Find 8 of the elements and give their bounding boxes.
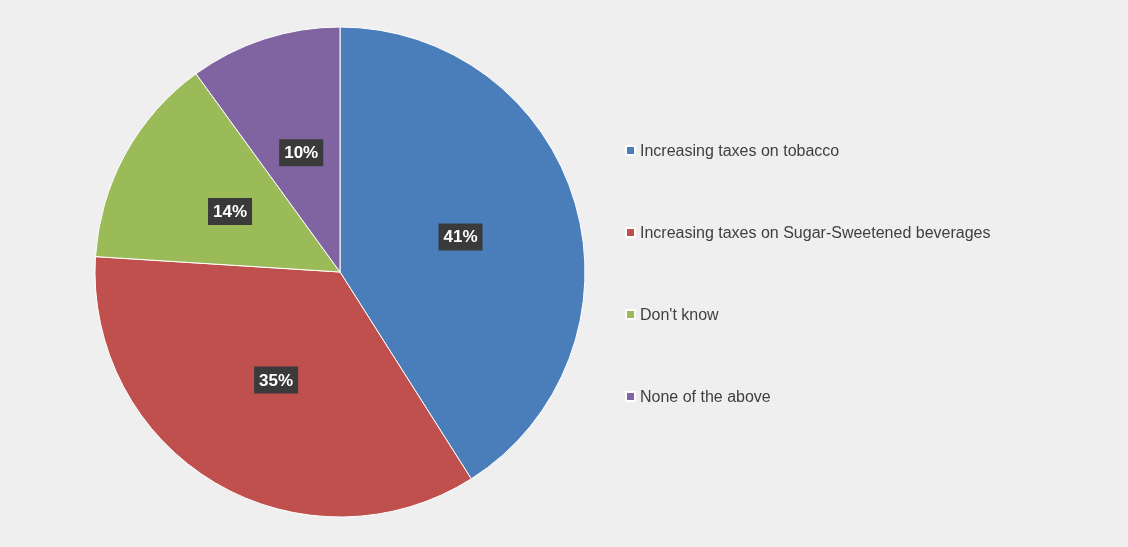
legend-label: None of the above <box>640 388 771 405</box>
legend-label: Increasing taxes on Sugar-Sweetened beverages <box>640 224 991 241</box>
data-label: 10% <box>284 143 319 163</box>
data-label: 35% <box>259 370 294 390</box>
data-label: 41% <box>443 227 478 247</box>
legend-label: Increasing taxes on tobacco <box>640 142 840 159</box>
data-label: 14% <box>213 202 248 222</box>
legend-label: Don't know <box>640 306 720 323</box>
